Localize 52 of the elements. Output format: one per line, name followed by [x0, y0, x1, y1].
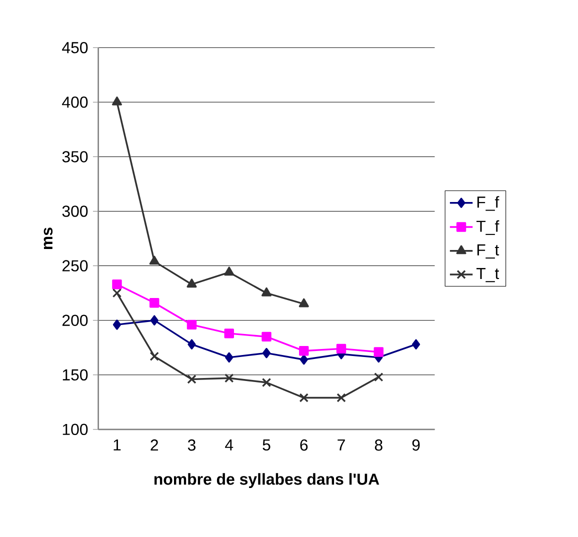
point [298, 298, 309, 308]
point [150, 315, 158, 326]
point [262, 348, 271, 358]
point [112, 279, 122, 290]
x-tick-label: 3 [188, 439, 196, 451]
x-tick-label: 9 [412, 439, 420, 451]
x-tick-label: 6 [300, 439, 308, 451]
point [336, 393, 346, 402]
y-axis-title: ms [44, 228, 53, 249]
point [187, 374, 196, 384]
point [186, 320, 197, 330]
y-tick-label: 300 [62, 206, 88, 217]
y-tick-label: 450 [62, 42, 88, 54]
point [261, 287, 272, 296]
y-tick-label: 200 [62, 314, 88, 326]
x-axis-title: nombre de syllabes dans l'UA [154, 473, 380, 488]
point [150, 298, 160, 308]
x-tick-label: 5 [262, 439, 270, 450]
point [262, 332, 272, 342]
point [112, 96, 122, 106]
y-tick-label: 250 [62, 260, 88, 272]
x-tick-label: 8 [374, 439, 382, 451]
point [150, 352, 159, 361]
point [224, 328, 234, 338]
point [186, 278, 197, 288]
y-tick-label: 100 [62, 424, 88, 435]
legend-label: F_t [477, 244, 500, 258]
point [224, 266, 234, 276]
point [262, 378, 272, 388]
point [225, 352, 234, 362]
y-tick-label: 350 [62, 150, 88, 162]
point [224, 373, 234, 383]
point [300, 354, 308, 365]
x-tick-label: 2 [150, 439, 158, 450]
point [188, 339, 196, 350]
point [112, 320, 122, 330]
point [299, 346, 309, 356]
x-tick-label: 4 [225, 439, 234, 450]
point [412, 339, 420, 350]
point [374, 372, 384, 382]
point [112, 288, 122, 298]
y-tick-label: 400 [62, 96, 88, 108]
x-tick-label: 7 [338, 439, 345, 450]
point [374, 347, 384, 357]
point [149, 256, 160, 265]
legend-label: F_f [477, 196, 500, 211]
legend-label: T_t [476, 268, 500, 282]
y-tick-label: 150 [62, 369, 88, 380]
legend-label: T_f [476, 220, 500, 235]
point [336, 344, 346, 354]
x-tick-label: 1 [114, 439, 121, 450]
point [299, 393, 309, 402]
